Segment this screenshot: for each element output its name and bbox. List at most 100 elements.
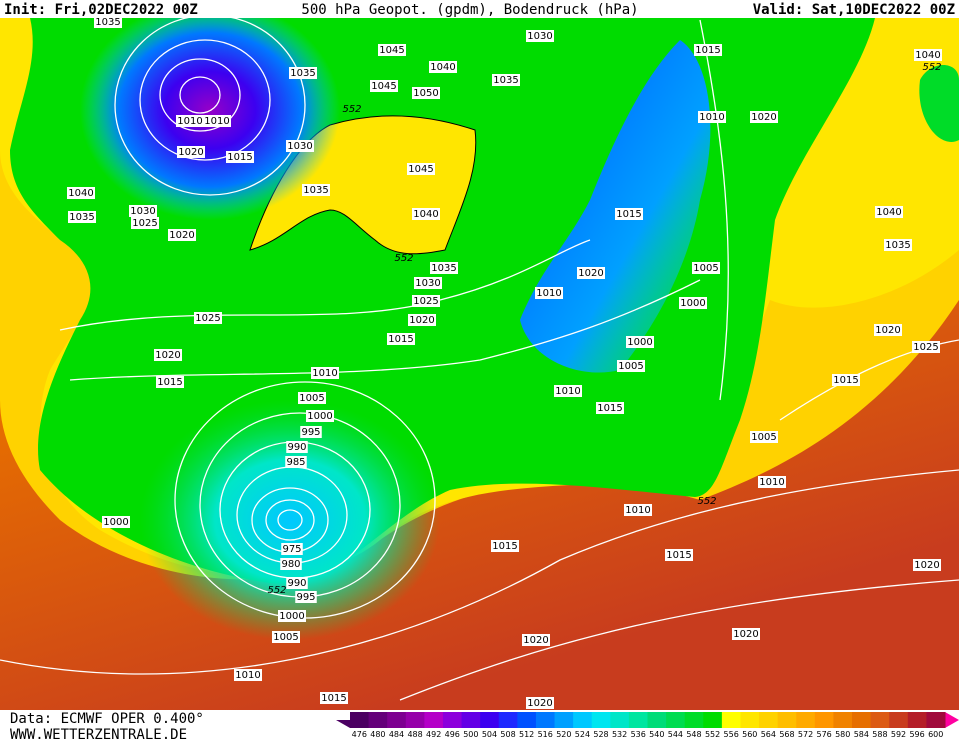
colorbar-swatch bbox=[796, 712, 816, 728]
isobar-label-bg bbox=[615, 208, 643, 220]
isobar-label-bg bbox=[177, 146, 205, 158]
colorbar-swatch bbox=[535, 712, 556, 728]
title-text: 500 hPa Geopot. (gpdm), Bodendruck (hPa) bbox=[301, 2, 638, 18]
isobar-label: 1010 bbox=[204, 116, 229, 127]
colorbar-label: 504 bbox=[482, 730, 497, 739]
isobar-label-bg bbox=[832, 374, 860, 386]
colorbar-label: 592 bbox=[891, 730, 906, 739]
colorbar-swatch bbox=[405, 712, 425, 728]
colorbar-label: 596 bbox=[909, 730, 924, 739]
isobar-label-bg bbox=[874, 324, 902, 336]
isobar-label-bg bbox=[884, 239, 912, 251]
colorbar-label: 516 bbox=[538, 730, 553, 739]
isobar-label: 1050 bbox=[413, 88, 438, 99]
isobar-label: 552 bbox=[267, 585, 286, 596]
isobar-label: 1015 bbox=[157, 377, 182, 388]
isobar-label-bg bbox=[129, 205, 157, 217]
colorbar-label: 524 bbox=[575, 730, 590, 739]
isobar-label: 1005 bbox=[618, 361, 643, 372]
colorbar-label: 484 bbox=[389, 730, 404, 739]
isobar-label: 1015 bbox=[833, 375, 858, 386]
isobar-label: 1035 bbox=[303, 185, 328, 196]
isobar-label-bg bbox=[131, 217, 159, 229]
colorbar-swatch bbox=[424, 712, 444, 728]
isobar-label-bg bbox=[94, 16, 122, 28]
isobar-label-bg bbox=[577, 267, 605, 279]
colorbar-swatch bbox=[777, 712, 797, 728]
isobar-label-bg bbox=[491, 540, 519, 552]
isobar-label-bg bbox=[102, 516, 130, 528]
colorbar-label: 480 bbox=[370, 730, 385, 739]
colorbar-label: 508 bbox=[500, 730, 515, 739]
footer-site: WWW.WETTERZENTRALE.DE bbox=[10, 727, 187, 741]
isobar-label-bg bbox=[67, 187, 95, 199]
colorbar-swatch bbox=[442, 712, 463, 728]
isobar-label: 1035 bbox=[431, 263, 456, 274]
colorbar-label: 580 bbox=[835, 730, 850, 739]
colorbar-swatch bbox=[833, 712, 853, 728]
isobar-label-bg bbox=[203, 115, 231, 127]
isobar-label: 1000 bbox=[279, 611, 304, 622]
colorbar: 476 480 484 488 492 496 500 504 508 512 516 520 524 5… bbox=[350, 712, 946, 739]
isobar-label-bg bbox=[679, 297, 707, 309]
isobar-label: 1040 bbox=[915, 50, 940, 61]
isobar-label-bg bbox=[430, 262, 458, 274]
isobar-label: 1000 bbox=[680, 298, 705, 309]
isobar-label: 1040 bbox=[68, 188, 93, 199]
isobar-label-bg bbox=[913, 559, 941, 571]
colorbar-swatch bbox=[721, 712, 741, 728]
isobar-label-bg bbox=[526, 30, 554, 42]
isobar-label: 1035 bbox=[69, 212, 94, 223]
colorbar-label: 588 bbox=[872, 730, 887, 739]
isobar-label-bg bbox=[750, 431, 778, 443]
colorbar-arrow-right bbox=[945, 712, 959, 728]
isobar-label: 1005 bbox=[273, 632, 298, 643]
isobar-label-bg bbox=[176, 115, 204, 127]
isobar-label-bg bbox=[626, 336, 654, 348]
isobar-label-bg bbox=[617, 360, 645, 372]
isobar-label: 1025 bbox=[195, 313, 220, 324]
colorbar-swatch bbox=[666, 712, 686, 728]
isobar-label: 1025 bbox=[913, 342, 938, 353]
colorbar-swatch bbox=[759, 712, 779, 728]
colorbar-label: 496 bbox=[445, 730, 460, 739]
colorbar-label: 572 bbox=[798, 730, 813, 739]
isobar-label: 1005 bbox=[751, 432, 776, 443]
isobar-label-bg bbox=[522, 634, 550, 646]
isobar-label: 1025 bbox=[413, 296, 438, 307]
isobar-label: 1010 bbox=[759, 477, 784, 488]
colorbar-swatch bbox=[907, 712, 927, 728]
isobar-label: 1010 bbox=[235, 670, 260, 681]
isobar-label-bg bbox=[289, 67, 317, 79]
isobar-label-bg bbox=[378, 44, 406, 56]
isobar-label: 1030 bbox=[527, 31, 552, 42]
isobar-label: 1015 bbox=[597, 403, 622, 414]
isobar-label-bg bbox=[194, 312, 222, 324]
colorbar-label: 536 bbox=[631, 730, 646, 739]
isobar-label: 1005 bbox=[693, 263, 718, 274]
isobar-label: 1030 bbox=[415, 278, 440, 289]
colorbar-label: 556 bbox=[724, 730, 739, 739]
isobar-label-bg bbox=[414, 277, 442, 289]
isobar-label: 1035 bbox=[95, 17, 120, 28]
isobar-label: 1000 bbox=[627, 337, 652, 348]
isobar-label-bg bbox=[272, 631, 300, 643]
isobar-label: 1020 bbox=[409, 315, 434, 326]
isobar-label: 1045 bbox=[371, 81, 396, 92]
isobar-label-bg bbox=[387, 333, 415, 345]
colorbar-swatch bbox=[628, 712, 648, 728]
isobar-label-bg bbox=[168, 229, 196, 241]
isobar-label: 995 bbox=[301, 427, 320, 438]
isobar-label-bg bbox=[875, 206, 903, 218]
isobar-label: 552 bbox=[922, 62, 941, 73]
isobar-label: 1030 bbox=[287, 141, 312, 152]
isobar-label-bg bbox=[750, 111, 778, 123]
isobar-label-bg bbox=[295, 591, 317, 603]
low-atlantic bbox=[140, 400, 440, 640]
isobar-label: 1040 bbox=[430, 62, 455, 73]
colorbar-label: 560 bbox=[742, 730, 757, 739]
colorbar-label: 552 bbox=[705, 730, 720, 739]
colorbar-swatch bbox=[889, 712, 909, 728]
isobar-label: 1040 bbox=[876, 207, 901, 218]
colorbar-arrow-left bbox=[336, 712, 350, 728]
